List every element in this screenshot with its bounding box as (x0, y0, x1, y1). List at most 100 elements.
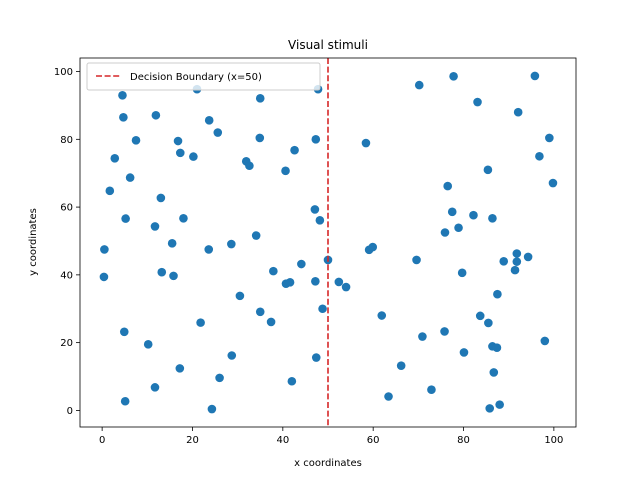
data-point (105, 186, 115, 196)
data-point (485, 404, 495, 413)
data-point (310, 205, 320, 214)
data-point (440, 327, 449, 336)
data-point (440, 228, 450, 237)
data-point (499, 257, 509, 266)
data-point (540, 336, 550, 346)
data-point (510, 265, 520, 275)
data-point (469, 210, 478, 220)
y-tick-label: 0 (67, 406, 73, 417)
y-tick-label: 40 (60, 270, 73, 281)
data-point (412, 255, 421, 265)
data-point (189, 152, 198, 161)
data-point (281, 166, 290, 176)
data-point (418, 332, 427, 341)
data-point (169, 271, 178, 281)
data-point (495, 400, 504, 409)
x-axis-ticks: 0 20 40 60 80 100 (99, 427, 563, 446)
data-point (255, 307, 265, 317)
data-point (150, 383, 160, 392)
data-point (119, 327, 129, 337)
data-point (290, 145, 299, 155)
data-point (173, 136, 183, 146)
points-layer (99, 71, 558, 414)
data-point (513, 107, 523, 117)
data-point (361, 138, 371, 148)
data-point (255, 133, 265, 143)
y-axis-label: y coordinates (28, 208, 39, 276)
data-point (488, 213, 497, 223)
data-point (548, 178, 558, 188)
data-point (125, 173, 135, 182)
data-point (475, 311, 485, 321)
legend-box (86, 62, 321, 91)
data-point (215, 373, 224, 383)
data-point (120, 396, 130, 406)
data-point (143, 340, 153, 349)
data-point (396, 361, 406, 370)
data-point (150, 222, 160, 231)
data-point (255, 94, 265, 103)
data-point (315, 216, 325, 225)
data-point (227, 239, 236, 249)
y-tick-label: 80 (60, 135, 73, 146)
plot-frame (79, 57, 577, 428)
data-point (493, 289, 502, 299)
data-point (523, 252, 533, 262)
data-point (512, 257, 522, 266)
data-point (447, 207, 457, 217)
data-point (269, 266, 278, 276)
data-point (285, 278, 295, 287)
x-tick-label: 40 (276, 435, 289, 446)
data-point (213, 128, 223, 137)
data-point (530, 71, 540, 81)
data-point (100, 245, 109, 254)
data-point (99, 272, 109, 282)
y-tick-label: 20 (60, 338, 73, 349)
x-axis-label: x coordinates (294, 458, 362, 469)
data-point (457, 268, 467, 278)
data-point (341, 282, 351, 292)
data-point (121, 214, 130, 223)
data-point (484, 318, 493, 328)
data-point (207, 404, 217, 414)
data-point (118, 90, 127, 100)
data-point (131, 136, 141, 145)
data-point (384, 392, 393, 401)
data-point (427, 385, 436, 395)
data-point (311, 276, 320, 286)
data-point (449, 71, 458, 81)
data-point (512, 249, 522, 258)
data-point (459, 348, 469, 357)
data-point (175, 364, 185, 373)
data-point (368, 242, 378, 252)
data-point (443, 181, 453, 191)
x-tick-label: 80 (457, 435, 470, 446)
x-tick-label: 100 (544, 435, 563, 446)
data-point (119, 112, 128, 122)
legend: Decision Boundary (x=50) (86, 62, 321, 91)
y-tick-label: 100 (54, 67, 73, 78)
data-point (414, 80, 424, 90)
chart-title: Visual stimuli (288, 38, 368, 52)
data-point (545, 133, 554, 143)
y-axis-ticks: 0 20 40 60 80 100 (54, 67, 80, 417)
data-point (297, 259, 306, 269)
data-point (151, 110, 161, 120)
data-point (334, 277, 344, 287)
x-tick-label: 0 (99, 435, 105, 446)
data-point (311, 135, 321, 144)
data-point (266, 317, 276, 327)
data-point (235, 291, 245, 301)
data-point (167, 239, 177, 248)
data-point (473, 97, 482, 107)
data-point (227, 351, 237, 360)
data-point (311, 353, 321, 362)
data-point (175, 148, 185, 158)
data-point (251, 231, 261, 240)
x-tick-label: 60 (367, 435, 380, 446)
data-point (287, 376, 297, 386)
data-point (204, 116, 214, 125)
data-point (196, 318, 205, 327)
data-point (377, 311, 387, 320)
